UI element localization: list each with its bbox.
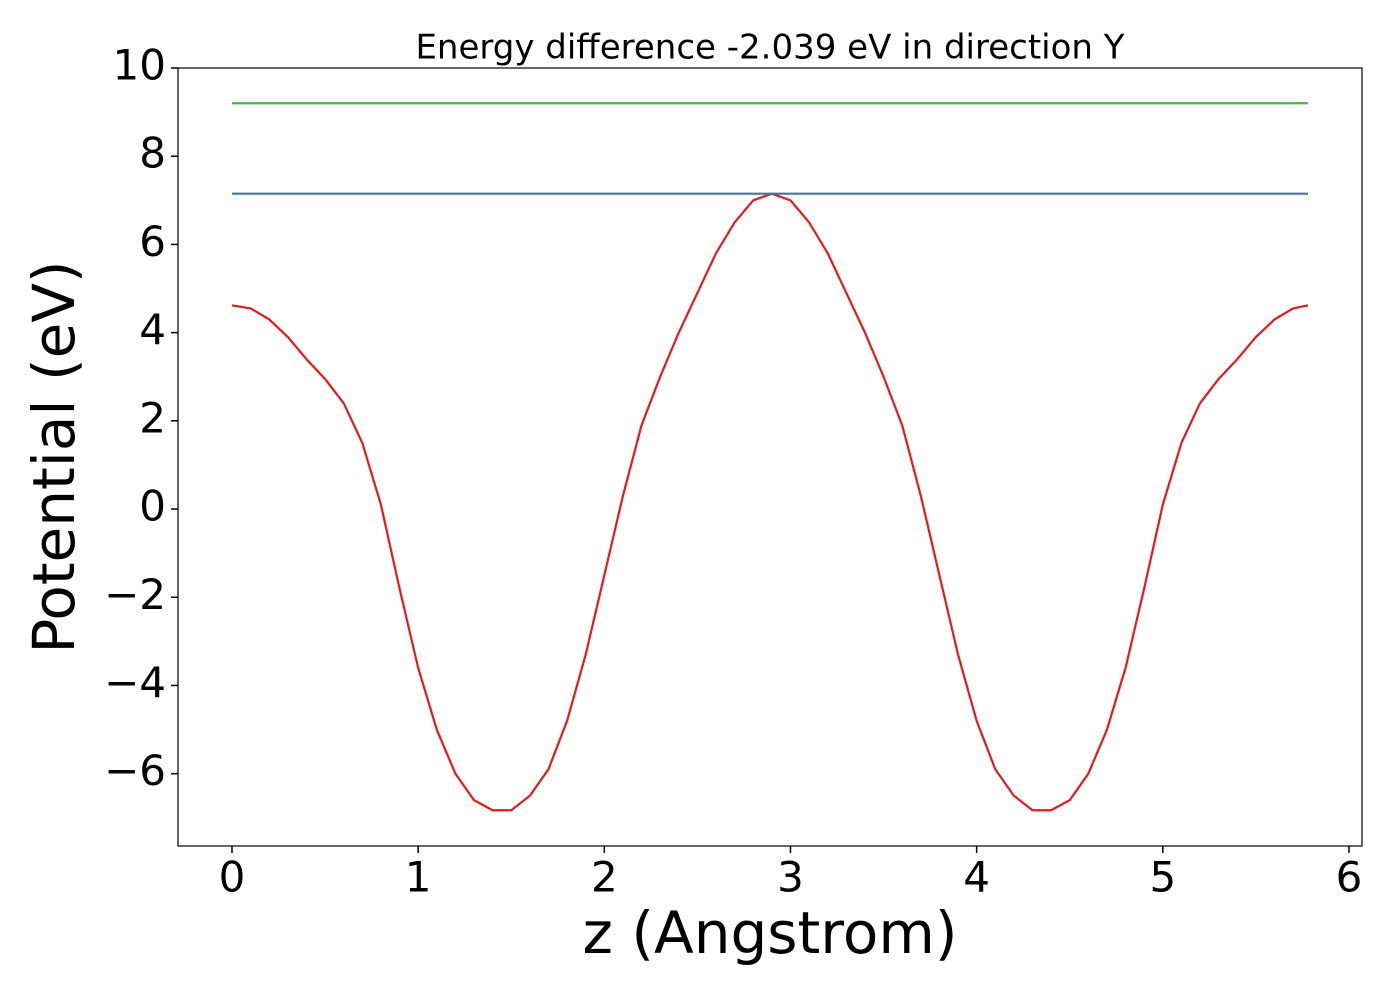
- y-tick-label: −2: [104, 570, 166, 619]
- y-tick-label: 0: [139, 482, 166, 531]
- y-tick-label: 10: [113, 41, 166, 90]
- y-tick-label: −6: [104, 746, 166, 795]
- x-tick-label: 0: [219, 853, 246, 902]
- plot-frame: [177, 67, 1363, 847]
- x-tick-label: 3: [777, 853, 804, 902]
- x-tick-label: 6: [1336, 853, 1363, 902]
- x-tick-label: 5: [1149, 853, 1176, 902]
- y-tick-label: −4: [104, 658, 166, 707]
- x-tick-label: 2: [591, 853, 618, 902]
- chart-title: Energy difference -2.039 eV in direction…: [415, 28, 1124, 68]
- x-axis-label: z (Angstrom): [583, 899, 958, 967]
- y-axis-label: Potential (eV): [20, 260, 88, 653]
- x-tick-label: 4: [963, 853, 990, 902]
- y-tick-label: 4: [139, 305, 166, 354]
- y-tick-label: 6: [139, 217, 166, 266]
- x-tick-label: 1: [405, 853, 432, 902]
- y-tick-label: 8: [139, 129, 166, 178]
- y-tick-label: 2: [139, 393, 166, 442]
